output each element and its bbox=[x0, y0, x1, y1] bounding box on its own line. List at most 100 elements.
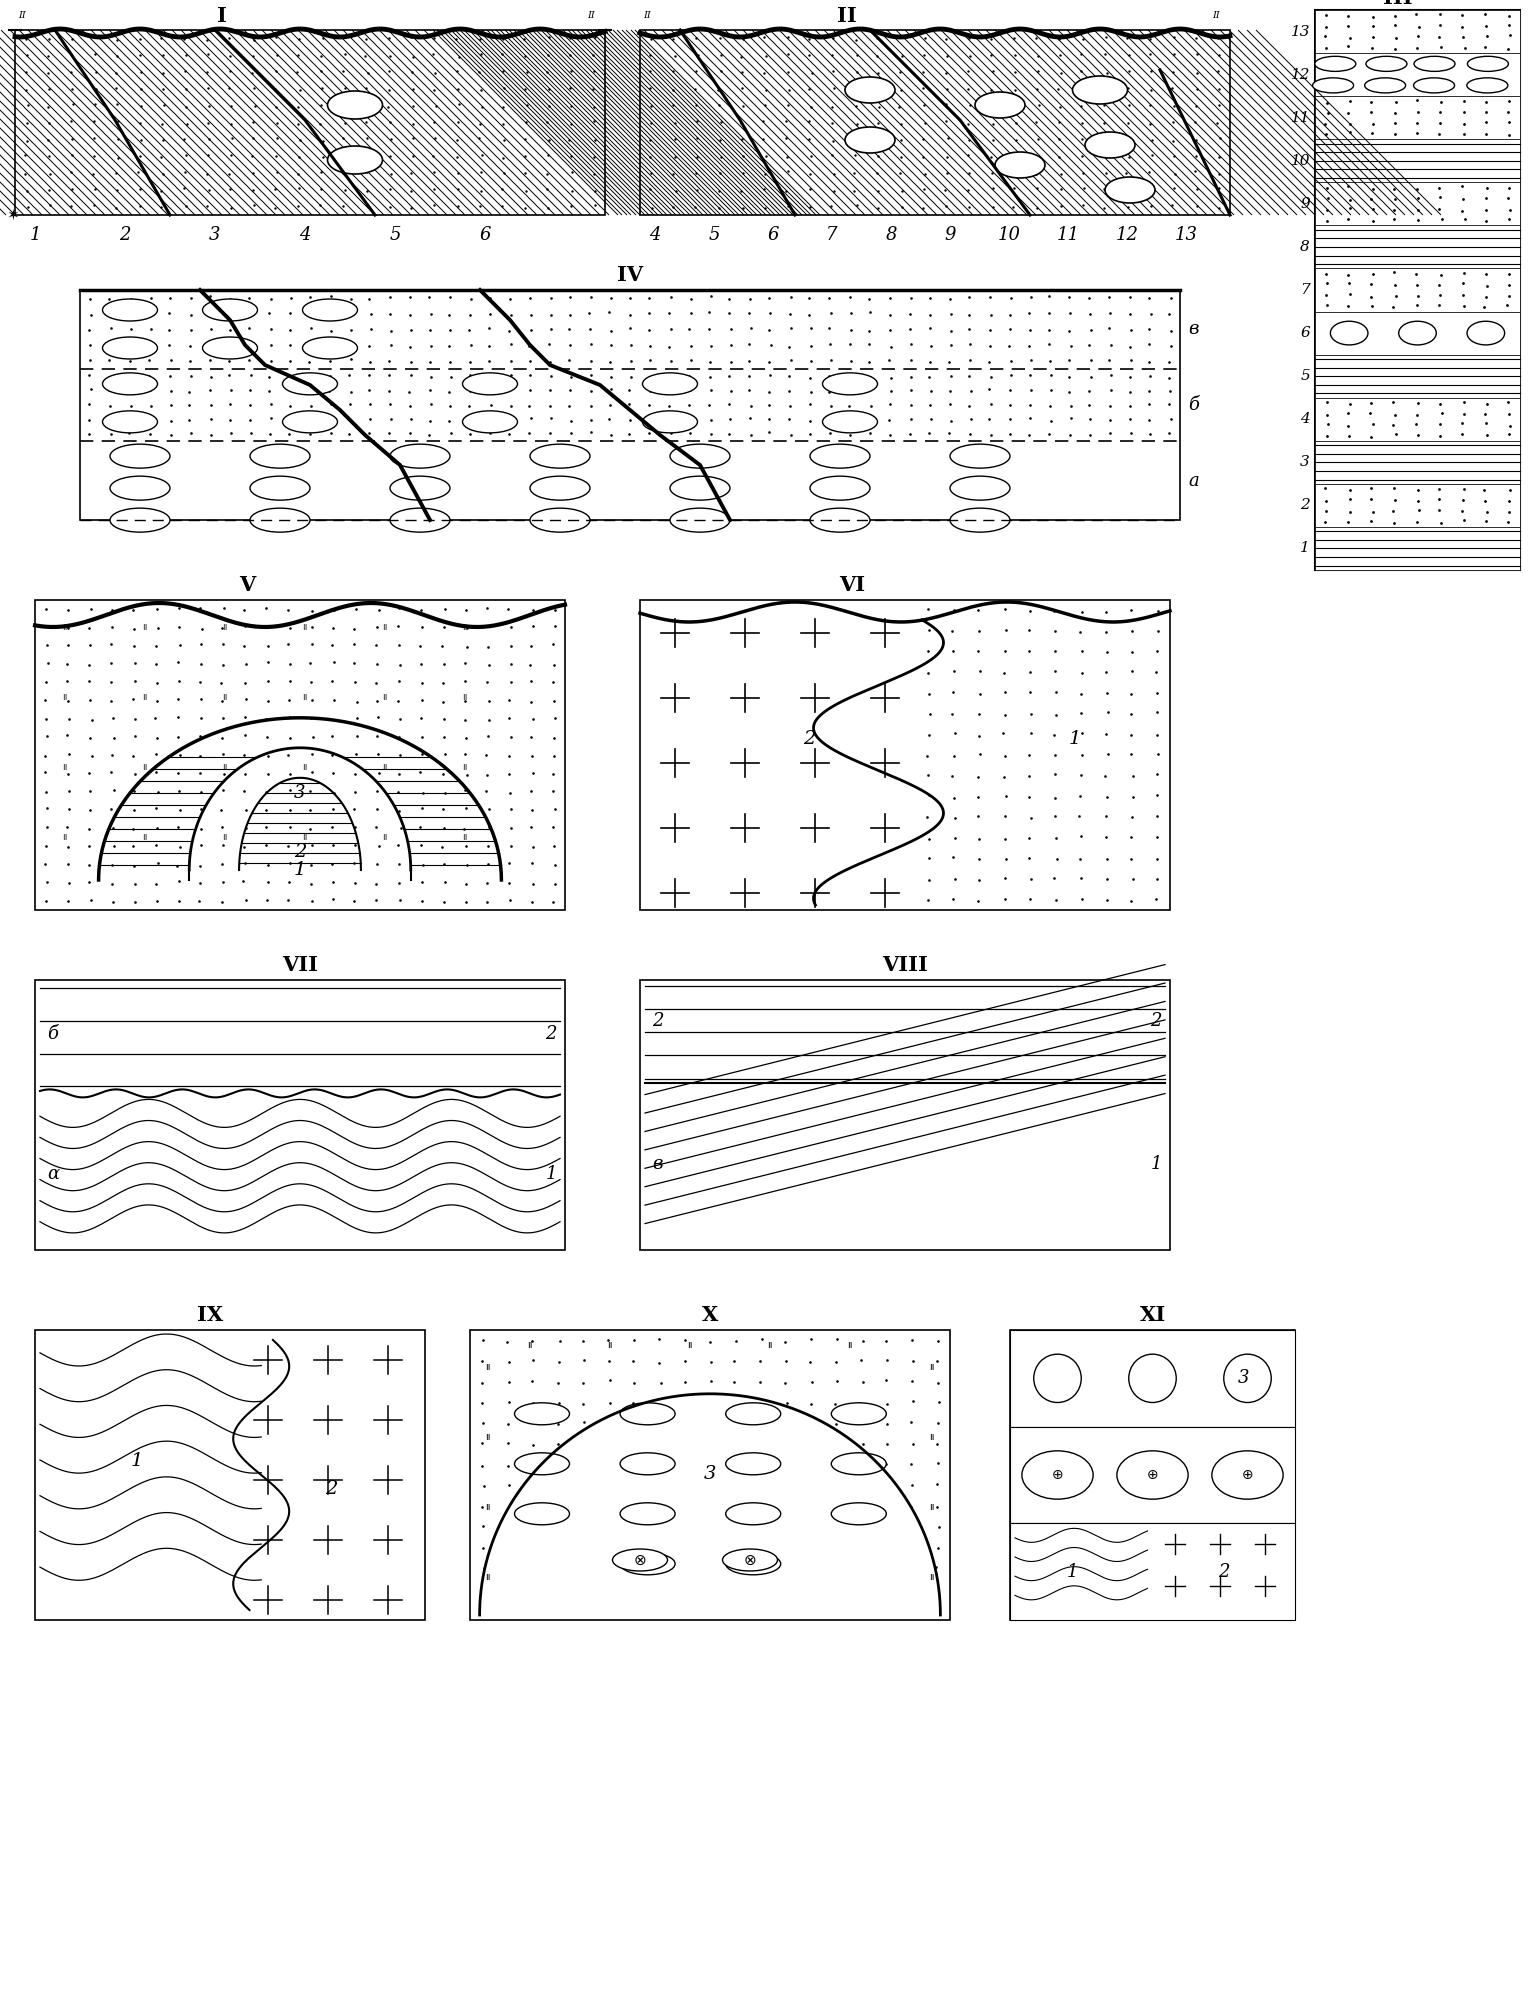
Point bbox=[957, 124, 981, 156]
Point bbox=[188, 741, 212, 773]
Point bbox=[145, 613, 169, 645]
Point bbox=[838, 314, 863, 346]
Point bbox=[877, 404, 901, 436]
Point bbox=[752, 22, 777, 54]
Point bbox=[1383, 484, 1407, 517]
Point bbox=[520, 847, 544, 879]
Point bbox=[143, 739, 168, 771]
Ellipse shape bbox=[823, 372, 878, 394]
Point bbox=[238, 416, 263, 448]
Point bbox=[1337, 0, 1361, 32]
Point bbox=[1095, 697, 1120, 729]
Point bbox=[717, 418, 741, 450]
Point bbox=[800, 58, 824, 90]
Bar bbox=[35, 601, 564, 911]
Point bbox=[332, 38, 357, 70]
Point bbox=[37, 140, 62, 172]
Point bbox=[444, 22, 469, 54]
Point bbox=[1475, 496, 1500, 529]
Point bbox=[1427, 472, 1452, 505]
Point bbox=[1160, 190, 1184, 222]
Text: 2: 2 bbox=[325, 1481, 337, 1499]
Text: ⊕: ⊕ bbox=[1147, 1467, 1158, 1481]
Point bbox=[520, 1552, 544, 1584]
Point bbox=[798, 376, 823, 408]
Point bbox=[123, 721, 148, 753]
Point bbox=[821, 174, 846, 206]
Point bbox=[275, 595, 300, 627]
Point bbox=[55, 685, 80, 717]
Point bbox=[915, 801, 940, 833]
Point bbox=[320, 629, 345, 661]
Point bbox=[926, 1512, 950, 1544]
Bar bbox=[1010, 1329, 1295, 1620]
Point bbox=[618, 328, 643, 360]
Point bbox=[288, 74, 312, 106]
Point bbox=[168, 665, 192, 697]
Point bbox=[910, 140, 935, 172]
Point bbox=[232, 631, 257, 663]
Point bbox=[298, 418, 323, 450]
Point bbox=[145, 685, 169, 717]
Point bbox=[14, 56, 38, 88]
Point bbox=[518, 314, 543, 346]
Point bbox=[1069, 657, 1094, 689]
Point bbox=[978, 140, 1003, 172]
Point bbox=[318, 404, 343, 436]
Point bbox=[277, 328, 301, 360]
Point bbox=[209, 613, 234, 645]
Point bbox=[1018, 699, 1043, 731]
Point bbox=[658, 416, 683, 448]
Point bbox=[343, 667, 368, 699]
Point bbox=[308, 190, 332, 222]
Point bbox=[757, 388, 781, 420]
Point bbox=[1427, 8, 1452, 40]
Point bbox=[343, 811, 368, 843]
Point bbox=[237, 344, 261, 376]
Text: ıı: ıı bbox=[486, 1502, 491, 1512]
Point bbox=[172, 54, 197, 86]
Point bbox=[195, 106, 220, 138]
Point bbox=[1026, 124, 1050, 156]
Point bbox=[1138, 298, 1163, 330]
Point bbox=[55, 649, 80, 681]
Point bbox=[1163, 158, 1187, 190]
Point bbox=[497, 1594, 521, 1626]
Point bbox=[300, 739, 325, 771]
Point bbox=[189, 703, 214, 735]
Point bbox=[1404, 408, 1429, 440]
Point bbox=[647, 1469, 672, 1502]
Point bbox=[137, 344, 161, 376]
Point bbox=[747, 1407, 772, 1439]
Point bbox=[857, 374, 881, 406]
Point bbox=[638, 330, 663, 362]
Point bbox=[34, 829, 58, 861]
Point bbox=[198, 418, 223, 450]
Point bbox=[1037, 328, 1061, 360]
Point bbox=[1383, 182, 1407, 214]
Point bbox=[578, 416, 603, 448]
Point bbox=[658, 280, 683, 312]
Point bbox=[82, 158, 106, 190]
Point bbox=[1003, 124, 1027, 156]
Point bbox=[365, 885, 389, 917]
Text: 2: 2 bbox=[1150, 1011, 1163, 1029]
Point bbox=[1024, 106, 1049, 138]
Point bbox=[178, 360, 203, 392]
Point bbox=[102, 829, 126, 861]
Point bbox=[557, 312, 581, 344]
Text: 1: 1 bbox=[1300, 541, 1310, 555]
Point bbox=[263, 22, 288, 54]
Point bbox=[857, 296, 881, 328]
Point bbox=[458, 374, 483, 406]
Ellipse shape bbox=[671, 444, 731, 468]
Point bbox=[751, 56, 775, 88]
Point bbox=[409, 739, 434, 771]
Ellipse shape bbox=[811, 444, 871, 468]
Point bbox=[77, 314, 102, 346]
Point bbox=[55, 665, 80, 697]
Ellipse shape bbox=[391, 444, 451, 468]
Point bbox=[195, 140, 220, 172]
Ellipse shape bbox=[251, 476, 311, 500]
Text: ıı: ıı bbox=[929, 1572, 935, 1582]
